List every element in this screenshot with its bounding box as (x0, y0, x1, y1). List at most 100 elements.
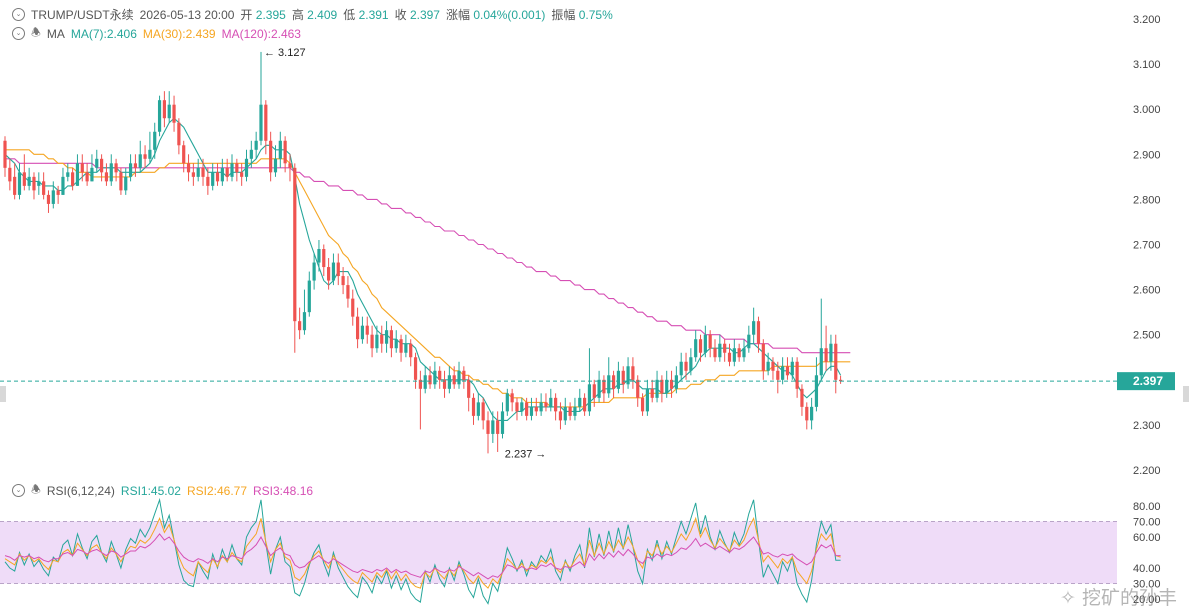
rsi-tick-label: 70.00 (1133, 517, 1161, 529)
candle-body (177, 122, 181, 146)
candle-body (186, 163, 191, 173)
candle (650, 379, 654, 403)
price-tick-label: 2.700 (1133, 240, 1161, 252)
candle (660, 375, 664, 403)
candle (346, 276, 350, 308)
candle-body (602, 379, 606, 394)
candle-body (592, 384, 596, 398)
high-annotation: ← 3.127 (264, 47, 306, 59)
candle (684, 352, 688, 380)
candle-body (133, 163, 138, 168)
candle (394, 330, 398, 353)
candle-body (17, 172, 22, 195)
candle (27, 167, 31, 191)
candle-body (824, 348, 828, 362)
candle-body (157, 100, 162, 132)
candle (525, 397, 529, 421)
candle (196, 158, 200, 182)
candle (8, 158, 12, 191)
candle-body (370, 334, 374, 349)
candle-body (298, 321, 302, 331)
candle-body (428, 375, 432, 385)
candle-body (346, 285, 350, 299)
candle-body (162, 100, 166, 119)
candle (573, 397, 577, 421)
candle-body (230, 163, 234, 177)
candle-body (322, 249, 326, 268)
rsi-alert-bell-icon[interactable]: 🕭 (31, 484, 41, 496)
candle (457, 361, 461, 389)
candle (447, 366, 451, 394)
price-tick-label: 2.500 (1133, 330, 1161, 342)
candle (810, 397, 814, 430)
candle (674, 366, 678, 394)
candle (17, 163, 22, 200)
candle (22, 154, 26, 191)
candle (293, 163, 297, 353)
rsi-band-layer (0, 521, 1117, 584)
candle-body (650, 388, 654, 398)
candle-body (196, 167, 200, 177)
candle-body (718, 343, 722, 358)
left-scroll-handle[interactable] (0, 386, 6, 402)
candle (742, 339, 746, 362)
candle-body (771, 361, 775, 371)
candle-body (148, 149, 152, 159)
right-scroll-handle[interactable] (1183, 386, 1189, 402)
candle (718, 334, 722, 362)
candle (206, 167, 210, 195)
candle (61, 167, 65, 195)
candle (602, 375, 606, 403)
alert-bell-icon[interactable]: 🕭 (31, 27, 41, 39)
candle (162, 91, 166, 128)
candle-body (549, 397, 553, 407)
candles-layer (3, 51, 843, 454)
candle-body (510, 393, 514, 403)
candle-body (351, 298, 355, 317)
candle (327, 258, 331, 290)
candle-body (578, 397, 582, 407)
candle (554, 393, 558, 421)
rsi-tick-label: 30.00 (1133, 579, 1161, 591)
candle (669, 370, 674, 398)
candle-body (496, 420, 500, 434)
candle-body (90, 167, 94, 182)
rsi-indicator-name[interactable]: RSI(6,12,24) (46, 483, 115, 498)
candle-body (80, 163, 84, 173)
candle-body (486, 420, 490, 434)
candle-body (587, 384, 592, 412)
candle-body (201, 167, 205, 177)
candle-body (191, 172, 195, 177)
high-label: 高 (291, 8, 304, 22)
open-value: 2.395 (255, 8, 286, 22)
candle (167, 91, 171, 123)
candle-body (172, 104, 176, 123)
rsi-tick-label: 20.00 (1133, 594, 1161, 606)
candle-body (244, 158, 249, 177)
candle (153, 122, 157, 159)
candle (240, 163, 244, 186)
candle-body (249, 149, 253, 159)
ma-indicator-name[interactable]: MA (46, 26, 65, 41)
candle-body (781, 366, 785, 380)
amplitude-field: 振幅 0.75% (551, 6, 612, 23)
rsi-collapse-icon[interactable]: ⌄ (12, 484, 25, 497)
collapse-chevron-icon[interactable]: ⌄ (12, 8, 25, 21)
ma-collapse-icon[interactable]: ⌄ (12, 27, 25, 40)
candle-body (554, 397, 558, 412)
rsi2-legend: RSI2:46.77 (186, 483, 247, 498)
candle (462, 366, 466, 389)
candle (389, 325, 393, 358)
candle-body (71, 172, 75, 186)
candle (626, 357, 630, 389)
ma7-legend: MA(7):2.406 (70, 26, 137, 41)
candle-body (206, 176, 210, 186)
candle (355, 307, 360, 349)
candle (500, 402, 505, 439)
candle (235, 158, 239, 182)
candle (71, 167, 75, 191)
candle (607, 357, 611, 398)
candle (800, 384, 804, 416)
price-tick-label: 2.300 (1133, 420, 1161, 432)
